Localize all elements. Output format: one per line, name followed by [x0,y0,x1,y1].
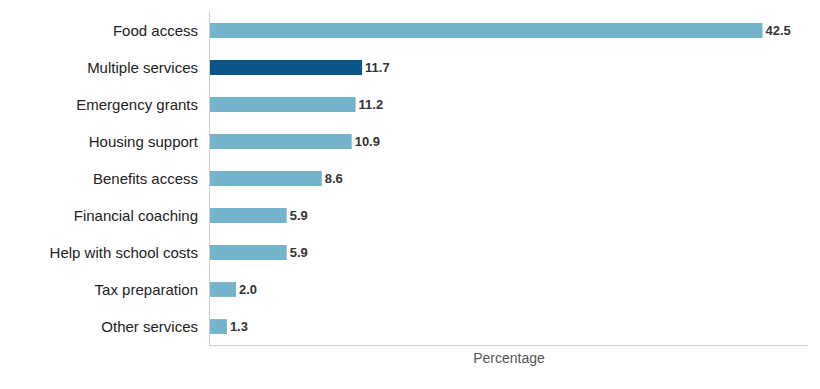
svg-text:11.2: 11.2 [359,97,383,112]
svg-text:Percentage: Percentage [473,350,545,366]
svg-text:42.5: 42.5 [766,23,791,38]
svg-text:Other services: Other services [101,318,198,335]
svg-text:Food access: Food access [113,22,198,39]
svg-text:2.0: 2.0 [239,282,257,297]
svg-text:8.6: 8.6 [325,171,343,186]
svg-text:5.9: 5.9 [290,208,308,223]
svg-text:Help with school costs: Help with school costs [50,244,198,261]
svg-text:5.9: 5.9 [290,245,308,260]
svg-text:10.9: 10.9 [355,134,380,149]
svg-text:Housing support: Housing support [89,133,199,150]
svg-text:Multiple services: Multiple services [87,59,198,76]
svg-text:Tax preparation: Tax preparation [95,281,198,298]
svg-text:Emergency grants: Emergency grants [76,96,198,113]
svg-text:Financial coaching: Financial coaching [74,207,198,224]
svg-text:11.7: 11.7 [365,60,389,75]
svg-text:1.3: 1.3 [230,319,248,334]
svg-text:Benefits access: Benefits access [93,170,198,187]
